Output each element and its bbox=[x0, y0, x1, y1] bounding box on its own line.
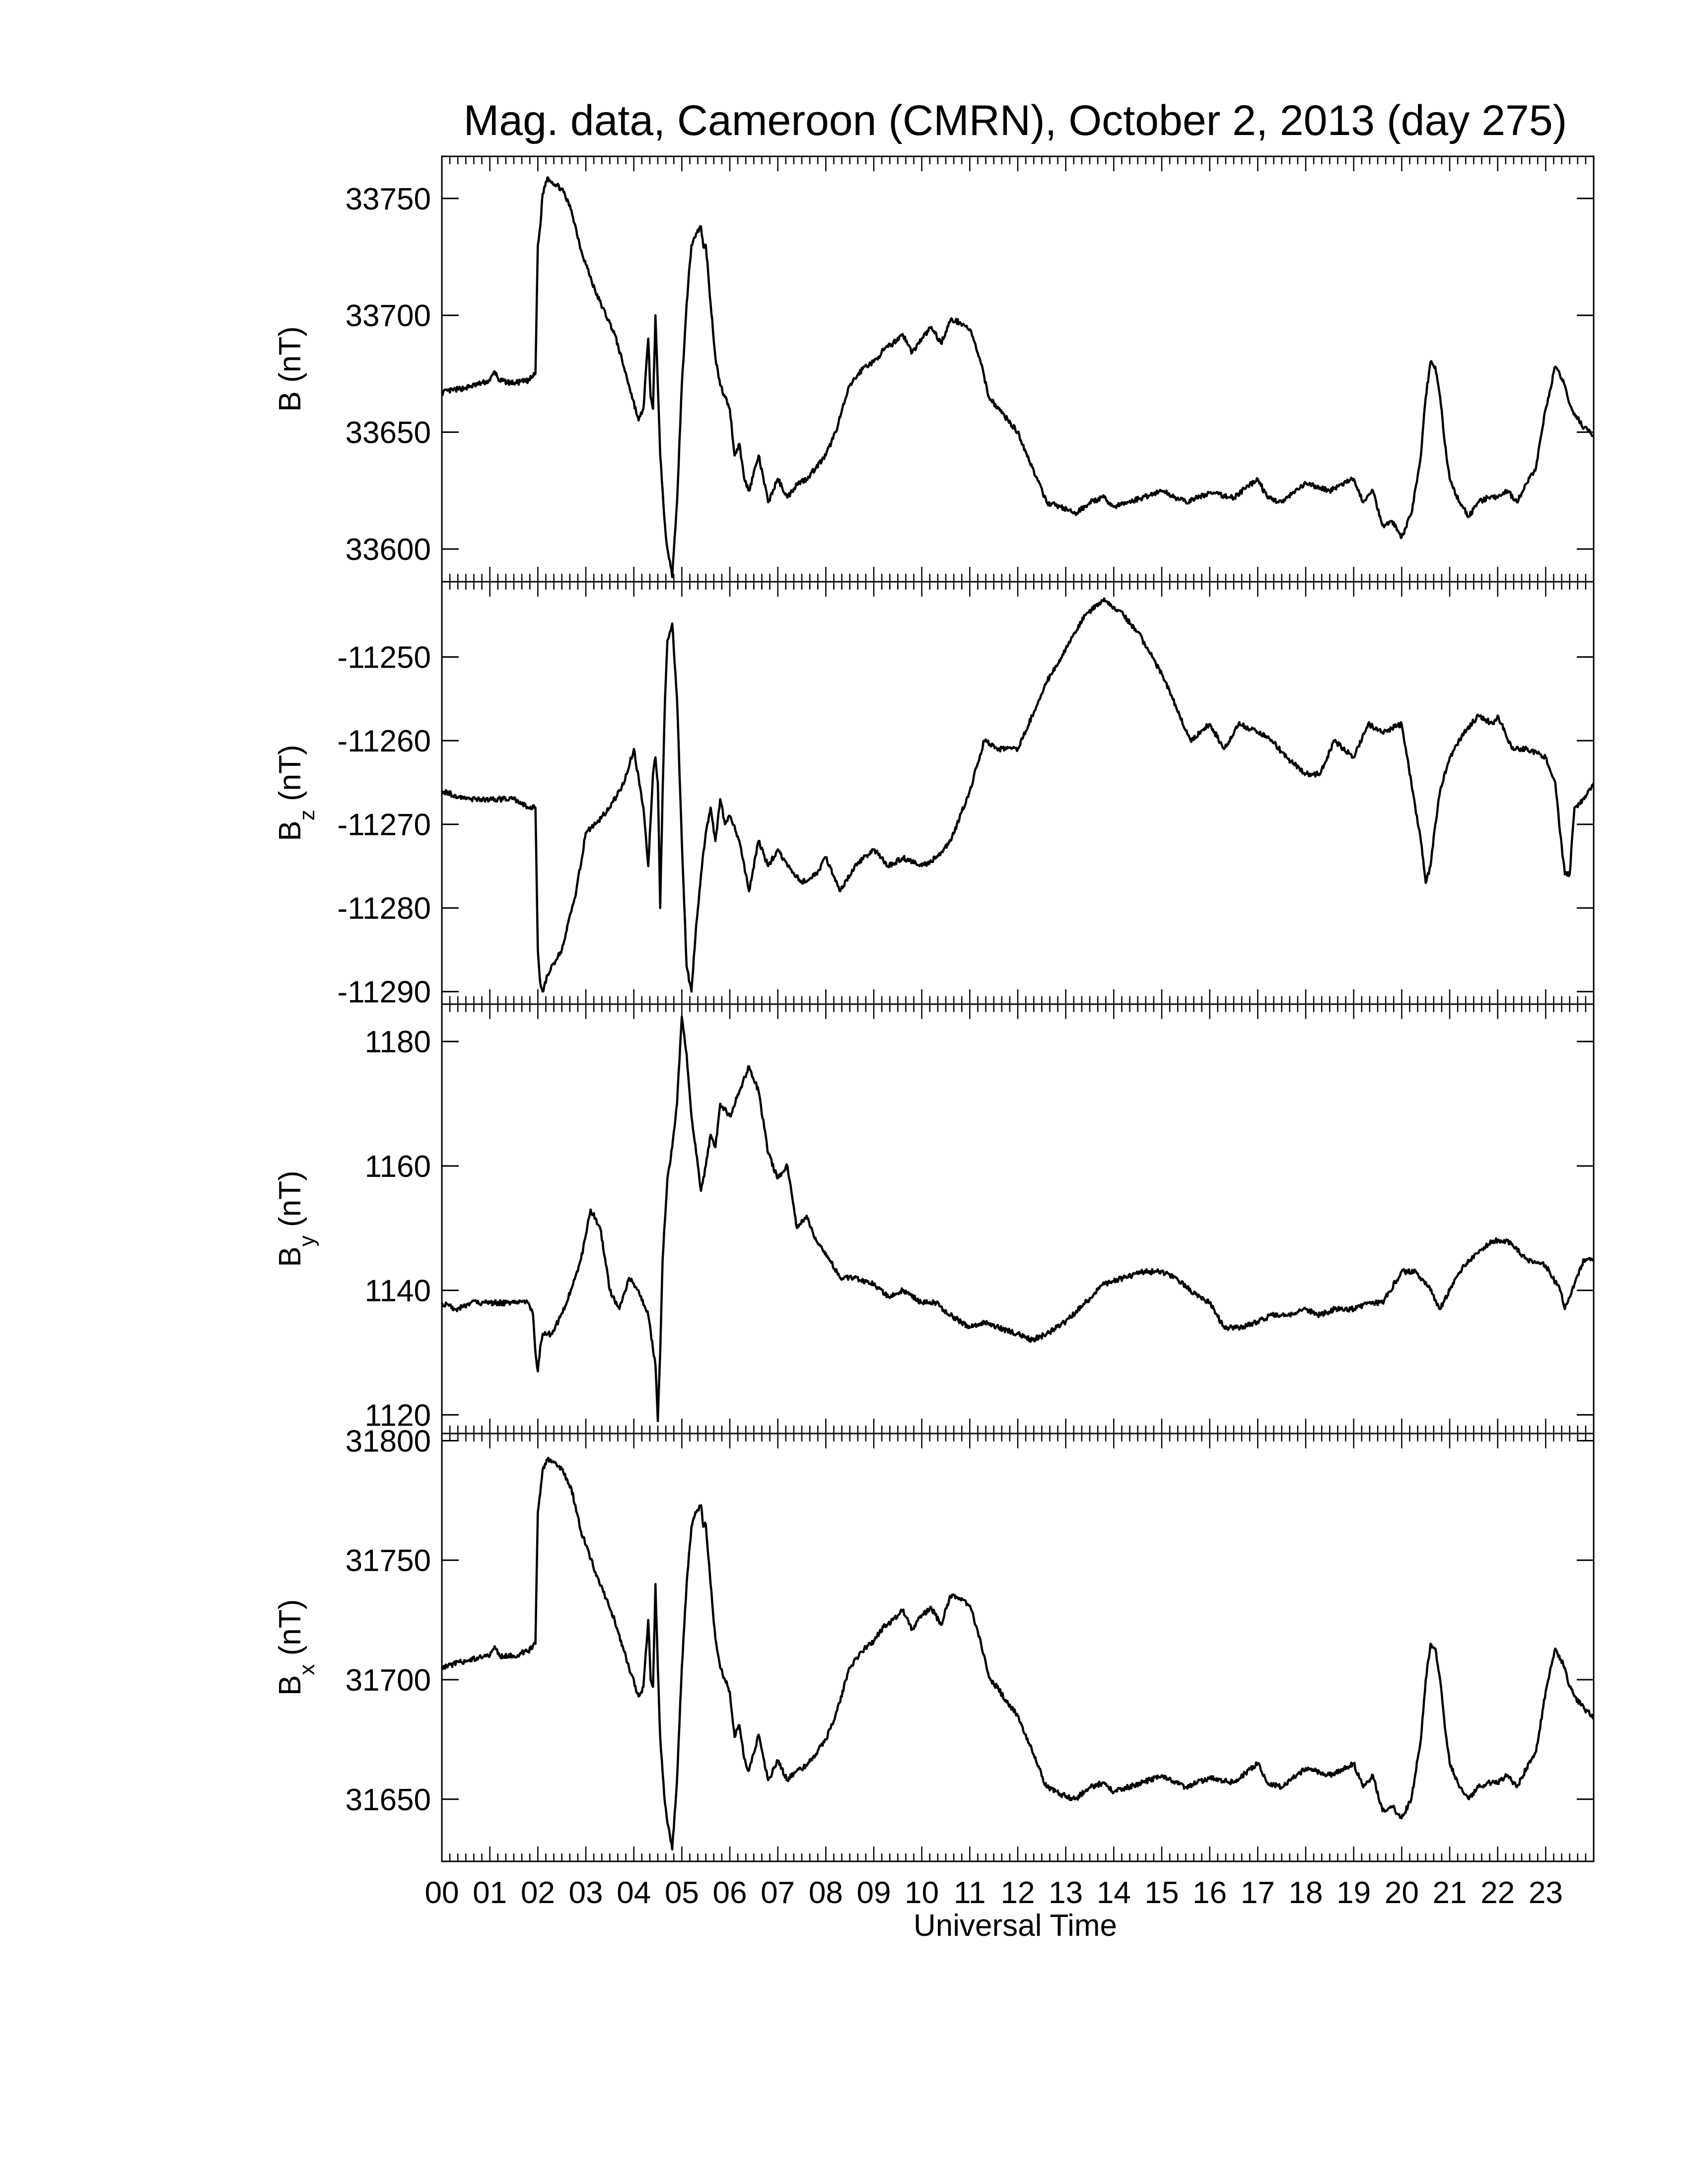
y-axis-label-unit: (nT) bbox=[273, 1599, 307, 1664]
x-tick-label: 23 bbox=[1529, 1876, 1563, 1910]
x-tick-label: 17 bbox=[1241, 1876, 1275, 1910]
y-axis-label-By: By (nT) bbox=[273, 1170, 319, 1267]
x-tick-label: 11 bbox=[954, 1876, 985, 1910]
panel-By: 1120 1140 1160 1180 By (nT) bbox=[273, 1003, 1595, 1434]
x-tick-label: 00 bbox=[425, 1876, 459, 1910]
y-tick-label: -11250 bbox=[338, 641, 431, 675]
x-axis-label: Universal Time bbox=[914, 1909, 1117, 1943]
x-tick-label: 18 bbox=[1289, 1876, 1323, 1910]
y-tick-label: -11280 bbox=[338, 891, 431, 926]
y-axis-label-main: B bbox=[273, 820, 307, 841]
x-tick-label: 02 bbox=[521, 1876, 555, 1910]
y-tick-label: 31800 bbox=[346, 1424, 431, 1458]
x-tick-label: 05 bbox=[665, 1876, 699, 1910]
y-axis-label-main: B bbox=[273, 391, 307, 411]
series-line-By bbox=[440, 1015, 1595, 1423]
y-tick-label: 33600 bbox=[346, 533, 431, 567]
y-axis-label-subscript: z bbox=[295, 810, 319, 820]
y-tick-label: -11260 bbox=[338, 724, 431, 758]
x-tick-label: 01 bbox=[473, 1876, 507, 1910]
panel-B: 33600 33650 33700 33750 B (nT) bbox=[273, 155, 1595, 583]
y-axis-label-unit: (nT) bbox=[273, 326, 307, 391]
x-tick-label: 09 bbox=[857, 1876, 891, 1910]
y-tick-label: 1180 bbox=[365, 1025, 431, 1059]
x-tick-label: 08 bbox=[809, 1876, 843, 1910]
y-tick-label: -11290 bbox=[338, 975, 431, 1010]
y-tick-label: 33650 bbox=[346, 416, 431, 450]
y-axis-label-unit: (nT) bbox=[273, 1170, 307, 1235]
series-line-Bx bbox=[441, 1456, 1595, 1851]
x-tick-label: 04 bbox=[617, 1876, 651, 1910]
x-tick-label: 15 bbox=[1145, 1876, 1179, 1910]
y-tick-label: 1120 bbox=[365, 1398, 431, 1433]
y-tick-label: -11270 bbox=[338, 808, 431, 842]
y-axis-label-B: B (nT) bbox=[273, 326, 307, 411]
x-tick-label: 06 bbox=[713, 1876, 747, 1910]
y-axis-label-Bz: Bz (nT) bbox=[273, 745, 319, 841]
y-axis-label-unit: (nT) bbox=[273, 745, 307, 810]
series-line-B bbox=[440, 176, 1595, 578]
x-tick-label: 14 bbox=[1097, 1876, 1131, 1910]
x-tick-label: 19 bbox=[1336, 1876, 1371, 1910]
x-tick-label: 13 bbox=[1049, 1876, 1083, 1910]
y-tick-label: 33750 bbox=[346, 182, 431, 216]
panel-Bx: 31650 31700 31750 31800 Bx (nT) bbox=[273, 1424, 1595, 1862]
x-tick-label: 07 bbox=[761, 1876, 795, 1910]
x-tick-label: 10 bbox=[905, 1876, 939, 1910]
y-axis-label-subscript: x bbox=[295, 1664, 319, 1675]
y-axis-label-main: B bbox=[273, 1675, 307, 1696]
y-tick-label: 33700 bbox=[346, 299, 431, 333]
x-tick-label: 03 bbox=[569, 1876, 603, 1910]
x-tick-label: 21 bbox=[1433, 1876, 1467, 1910]
chart-title: Mag. data, Cameroon (CMRN), October 2, 2… bbox=[464, 97, 1567, 144]
y-tick-label: 31650 bbox=[346, 1783, 431, 1817]
panels: 33600 33650 33700 33750 B (nT) -11250 -11260 -1… bbox=[273, 155, 1595, 1862]
y-axis-label-subscript: y bbox=[295, 1235, 319, 1246]
x-tick-label: 22 bbox=[1480, 1876, 1515, 1910]
y-tick-label: 1140 bbox=[365, 1274, 431, 1308]
y-tick-label: 31750 bbox=[346, 1544, 431, 1578]
y-axis-label-Bx: Bx (nT) bbox=[273, 1599, 319, 1696]
x-axis: 00 01 02 03 04 05 06 07 08 09 10 11 12 13 14 15 16 17 18 19… bbox=[425, 1876, 1563, 1910]
y-tick-label: 1160 bbox=[365, 1150, 431, 1184]
x-tick-label: 12 bbox=[1001, 1876, 1035, 1910]
x-tick-label: 16 bbox=[1193, 1876, 1227, 1910]
series-line-Bz bbox=[440, 597, 1595, 993]
x-tick-label: 20 bbox=[1385, 1876, 1419, 1910]
y-tick-label: 31700 bbox=[346, 1663, 431, 1698]
y-axis-label-main: B bbox=[273, 1246, 307, 1267]
